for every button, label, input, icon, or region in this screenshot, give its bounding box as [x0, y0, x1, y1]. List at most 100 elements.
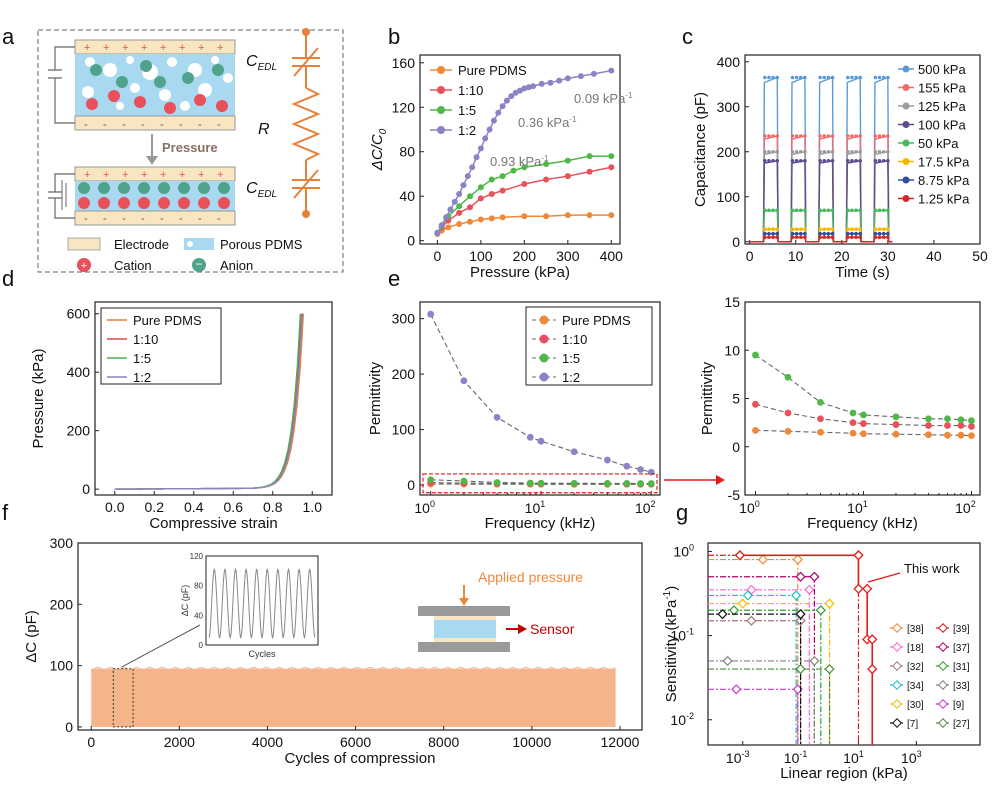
g-legend-marker-8 [893, 700, 901, 708]
b-xtick-label-4: 400 [600, 248, 624, 264]
cation-c-5 [178, 197, 190, 209]
positive-charge-c-2: + [122, 169, 128, 181]
c-point-7-1-0 [791, 235, 795, 239]
c-point-5-4-0 [874, 227, 878, 231]
e-legend-marker-1 [540, 335, 549, 344]
c-point-6-3-0 [846, 232, 850, 236]
b-point-0-10 [565, 212, 571, 218]
cation-2 [134, 96, 146, 108]
e2-point-1-0 [752, 401, 759, 408]
b-point-1-11 [587, 169, 593, 175]
c-xtick-label-4: 40 [926, 248, 942, 264]
c-point-7-3-3 [858, 235, 862, 239]
c-point-6-2-1 [822, 232, 826, 236]
cation-icon-sign: + [81, 260, 87, 272]
pore-10 [159, 89, 171, 101]
g-legend-label-11: [27] [953, 719, 970, 730]
e2-xtick-label-1: 101 [847, 499, 868, 516]
c-legend-marker-0 [903, 66, 910, 73]
e-xtick-label-1: 101 [525, 499, 546, 516]
b-point-3-22 [530, 83, 536, 89]
b-point-2-12 [587, 153, 593, 159]
c-point-4-4-1 [878, 208, 882, 212]
c-point-5-2-0 [818, 227, 822, 231]
top-electrode-compressed [75, 167, 235, 181]
g-legend-marker-0 [893, 624, 901, 632]
c-legend-marker-1 [903, 84, 910, 91]
g-this-work-marker-0 [736, 551, 744, 559]
c-legend-marker-2 [903, 103, 910, 110]
e2-point-0-6 [925, 431, 932, 438]
top-electrode [75, 40, 235, 54]
c-point-7-3-0 [846, 235, 850, 239]
pressure-arrow-head [146, 156, 158, 165]
c-point-2-2-1 [822, 150, 826, 154]
pore-9 [130, 83, 140, 93]
c-point-0-1-1 [795, 76, 799, 80]
g-this-work-arrow [868, 573, 900, 582]
positive-charge-c-4: + [160, 169, 166, 181]
positive-charge-2: + [122, 42, 128, 54]
panel-letter-a: a [2, 24, 15, 49]
f-cycling-band [91, 669, 615, 727]
e2-point-2-4 [860, 412, 867, 419]
e-legend-marker-2 [540, 354, 549, 363]
e2-point-0-1 [785, 428, 792, 435]
c-point-0-0-2 [771, 76, 775, 80]
c-point-2-3-3 [858, 150, 862, 154]
b-point-1-8 [521, 181, 527, 187]
c-point-4-2-3 [831, 208, 835, 212]
c-point-2-2-3 [831, 150, 835, 154]
e-point-3-0 [427, 311, 434, 318]
panel-letter-e: e [388, 266, 400, 291]
zoom-arrow-head [716, 475, 725, 485]
c-point-3-3-2 [854, 159, 858, 163]
b-legend-label-2: 1:5 [458, 103, 476, 118]
b-legend-marker-2 [437, 106, 445, 114]
g-ref-marker-5-0 [730, 606, 738, 614]
c-xtick-label-3: 30 [880, 248, 896, 264]
g-legend-label-10: [7] [907, 719, 918, 730]
anion-3 [182, 72, 194, 84]
c-point-2-0-2 [771, 150, 775, 154]
e2-point-0-5 [893, 431, 900, 438]
c-point-0-4-0 [874, 76, 878, 80]
negative-charge-5: - [179, 119, 183, 131]
b-point-3-3 [447, 207, 453, 213]
g-xtick-label-3: 103 [901, 749, 922, 766]
c-point-5-2-3 [831, 227, 835, 231]
g-legend-marker-11 [939, 719, 947, 727]
cation-c-0 [78, 197, 90, 209]
g-legend-label-2: [18] [907, 643, 924, 654]
negative-charge-0: - [84, 119, 88, 131]
c-point-3-1-0 [791, 159, 795, 163]
d-xtick-label-1: 0.2 [145, 499, 165, 515]
g-ytick-label-2: 10-2 [670, 711, 694, 728]
e-point-3-2 [494, 414, 501, 421]
positive-charge-3: + [141, 42, 147, 54]
b-point-3-27 [578, 73, 584, 79]
c-point-7-2-0 [818, 235, 822, 239]
positive-charge-c-3: + [141, 169, 147, 181]
d-ytick-label-0: 0 [82, 481, 90, 497]
c-point-1-0-2 [771, 134, 775, 138]
b-point-3-15 [500, 103, 506, 109]
cedl-label-bottom: CEDL [246, 180, 277, 200]
c-point-5-3-1 [850, 227, 854, 231]
c-point-6-4-2 [882, 232, 886, 236]
e-point-2-0 [427, 476, 434, 483]
c-point-6-0-1 [767, 232, 771, 236]
f-ylabel: ΔC (pF) [23, 610, 40, 663]
anion-4 [212, 64, 224, 76]
g-legend-marker-3 [939, 643, 947, 651]
c-point-1-3-3 [858, 134, 862, 138]
e2-ytick-label-2: 5 [732, 391, 740, 407]
e2-point-1-7 [944, 422, 951, 429]
e2-ytick-label-1: 0 [732, 439, 740, 455]
c-point-6-1-2 [799, 232, 803, 236]
c-legend-marker-5 [903, 158, 910, 165]
b-annotation-0: 0.09 kPa-1 [574, 91, 633, 106]
positive-charge-6: + [198, 42, 204, 54]
